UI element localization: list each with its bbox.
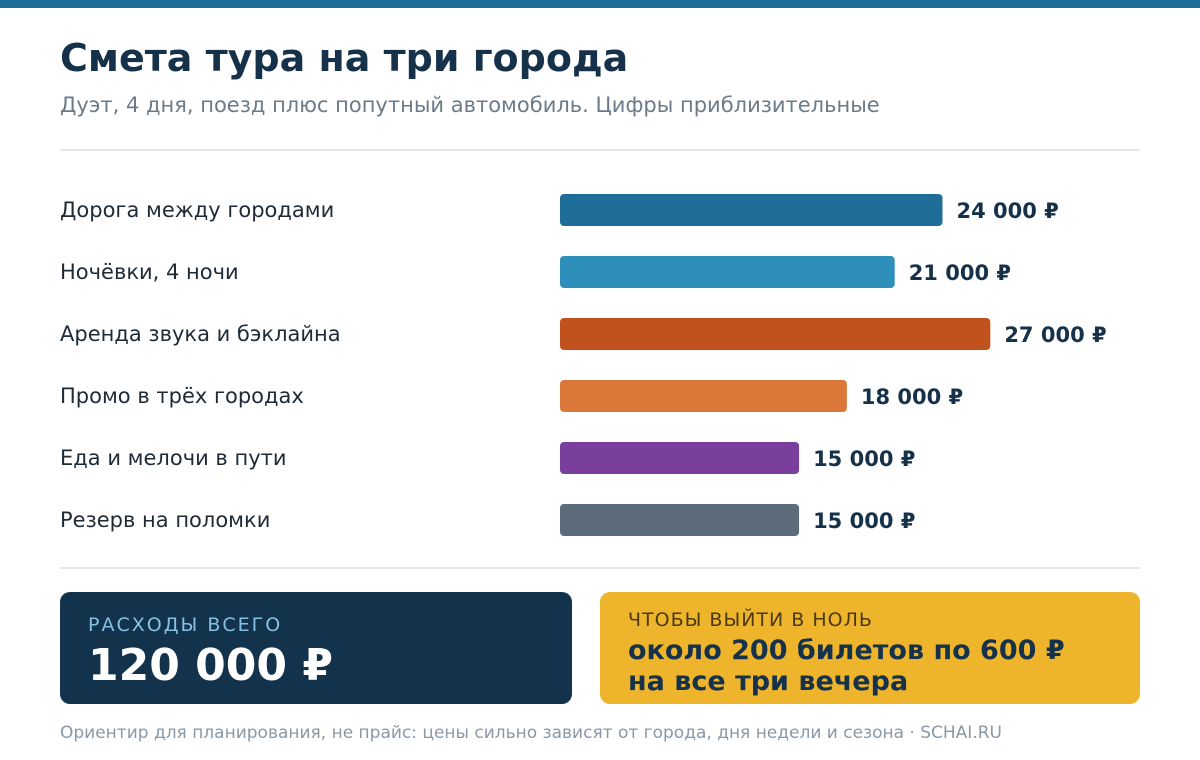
- breakeven-line-1: около 200 билетов по 600 ₽: [628, 635, 1065, 666]
- top-divider: [60, 149, 1140, 151]
- budget-bar-chart: Дорога между городами 24 000 ₽ Ночёвки, 4 …: [60, 194, 1107, 536]
- category-label: Аренда звука и бэклайна: [60, 322, 341, 346]
- breakeven-label: ЧТОБЫ ВЫЙТИ В НОЛЬ: [628, 609, 873, 631]
- bar: [560, 318, 991, 350]
- breakeven-value: около 200 билетов по 600 ₽ на все три ве…: [628, 635, 1065, 697]
- bottom-divider: [60, 567, 1140, 569]
- total-expenses-value: 120 000 ₽: [88, 640, 333, 691]
- bar: [560, 194, 943, 226]
- bar: [560, 504, 800, 536]
- bar: [560, 442, 800, 474]
- total-expenses-label: РАСХОДЫ ВСЕГО: [88, 614, 283, 636]
- page-subtitle: Дуэт, 4 дня, поезд плюс попутный автомоб…: [60, 93, 880, 117]
- top-accent-bar: [0, 0, 1200, 8]
- bar-value-label: 15 000 ₽: [813, 447, 915, 471]
- bar: [560, 256, 895, 288]
- footer-note: Ориентир для планирования, не прайс: цен…: [60, 723, 1002, 743]
- total-expenses-card: РАСХОДЫ ВСЕГО 120 000 ₽: [60, 592, 572, 704]
- category-label: Резерв на поломки: [60, 508, 270, 532]
- bar-value-label: 21 000 ₽: [909, 261, 1011, 285]
- category-label: Дорога между городами: [60, 198, 334, 222]
- bar: [560, 380, 847, 412]
- bar-value-label: 24 000 ₽: [957, 199, 1059, 223]
- bar-value-label: 18 000 ₽: [861, 385, 963, 409]
- category-label: Промо в трёх городах: [60, 384, 304, 408]
- page-title: Смета тура на три города: [60, 36, 629, 80]
- category-label: Ночёвки, 4 ночи: [60, 260, 239, 284]
- bar-value-label: 27 000 ₽: [1004, 323, 1106, 347]
- category-label: Еда и мелочи в пути: [60, 446, 287, 470]
- breakeven-line-2: на все три вечера: [628, 666, 909, 697]
- breakeven-card: ЧТОБЫ ВЫЙТИ В НОЛЬ около 200 билетов по …: [600, 592, 1140, 704]
- bar-value-label: 15 000 ₽: [813, 509, 915, 533]
